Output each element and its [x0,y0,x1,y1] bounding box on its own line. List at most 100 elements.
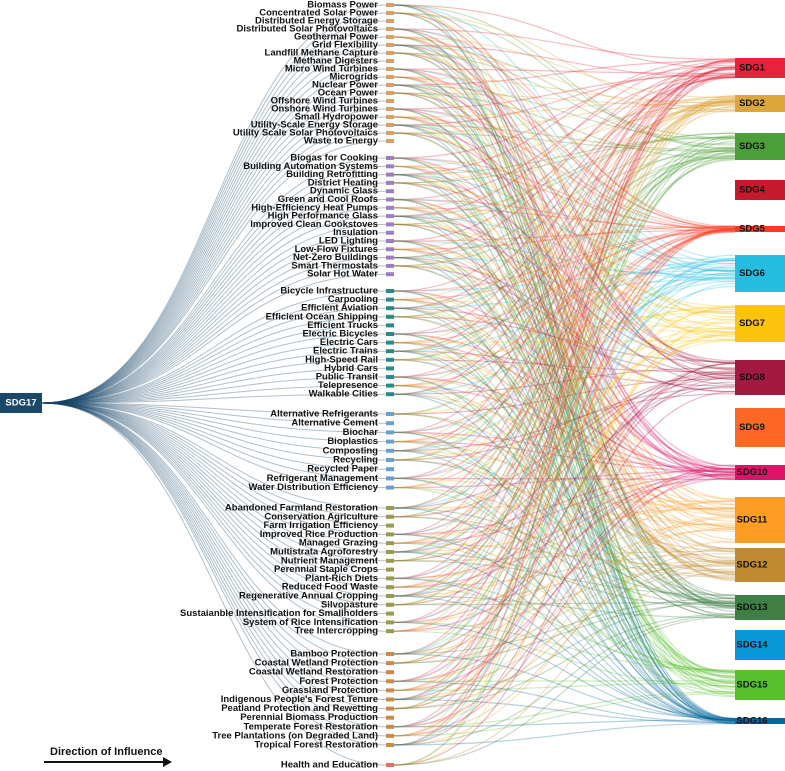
solution-node [386,383,394,388]
solution-node [386,172,394,177]
link-right [393,542,736,673]
link-right [393,174,736,528]
link-right [393,98,736,118]
link-right [393,316,736,363]
solution-label: Improved Clean Cookstoves [250,219,378,230]
solution-label: Health and Education [281,760,378,771]
link-right [393,223,736,334]
link-right [393,4,736,149]
link-right [393,165,736,311]
solution-node [386,214,394,219]
link-right [393,44,736,380]
link-left [41,350,387,404]
link-right [393,385,736,565]
link-right [393,132,736,217]
link-right [393,68,736,678]
link-right [393,84,736,140]
link-right [393,157,736,544]
link-right [393,226,736,691]
link-right [393,142,736,259]
link-right [393,441,736,552]
link-right [393,265,736,325]
link-right [393,257,736,655]
link-right [393,227,736,632]
link-right [393,124,736,513]
solution-node [386,340,394,345]
link-right [393,450,736,511]
solution-node [386,558,394,563]
solution-label: Perennial Staple Crops [274,564,378,575]
sdg-label: SDG4 [739,185,766,196]
link-right [393,155,736,415]
link-right [393,257,736,276]
link-right [393,28,736,505]
link-right [393,413,736,559]
link-right [393,76,736,328]
link-right [393,84,736,273]
solution-label: Methane Digesters [294,56,378,67]
link-right [393,263,736,352]
solution-node [386,523,394,528]
link-right [393,306,736,387]
link-right [393,28,736,722]
link-right [393,77,736,335]
link-left [41,402,387,479]
link-right [393,257,736,607]
sdg-node [735,180,785,200]
link-left [41,402,387,535]
link-right [393,132,736,370]
link-left [41,182,387,404]
link-right [393,474,736,623]
link-right [393,517,736,728]
sdg-label: SDG1 [739,63,766,74]
solution-node [386,448,394,453]
link-right [393,182,736,610]
link-right [393,692,736,737]
solution-label: Alternative Cement [291,418,378,429]
link-left [41,402,387,571]
link-right [393,307,736,616]
link-right [393,68,736,541]
link-right [393,36,736,341]
solution-node [386,620,394,625]
link-left [41,402,387,579]
link-right [393,132,736,582]
link-right [393,36,736,684]
link-right [393,4,736,260]
solution-label: Efficient Aviation [301,303,378,314]
link-right [393,215,736,364]
link-right [393,376,736,683]
solution-label: Biomass Power [307,0,378,11]
link-right [393,66,736,701]
link-right [393,540,736,746]
source-label: SDG17 [5,398,36,409]
solution-label: Tree Intercropping [295,626,379,637]
link-right [393,600,736,701]
solution-label: Net-Zero Buildings [293,252,378,263]
solution-label: Conservation Agriculture [264,511,378,522]
sdg-node [735,408,785,447]
solution-node [386,255,394,260]
link-right [393,103,736,301]
link-right [393,597,736,655]
link-right [393,132,736,333]
link-right [393,215,736,722]
link-right [393,69,736,479]
solution-label: Insulation [333,227,378,238]
sdg-label: SDG8 [739,372,765,383]
link-right [393,307,736,722]
solution-label: Green and Cool Roofs [278,194,378,205]
link-right [393,240,736,673]
solution-node [386,485,394,490]
link-right [393,106,736,415]
link-right [393,92,736,607]
link-right [393,198,736,232]
link-left [41,402,387,728]
link-right [393,106,736,710]
link-right [393,157,736,272]
link-right [393,327,736,461]
link-right [393,267,736,535]
link-right [393,359,736,563]
link-right [393,272,736,553]
link-right [393,240,736,515]
